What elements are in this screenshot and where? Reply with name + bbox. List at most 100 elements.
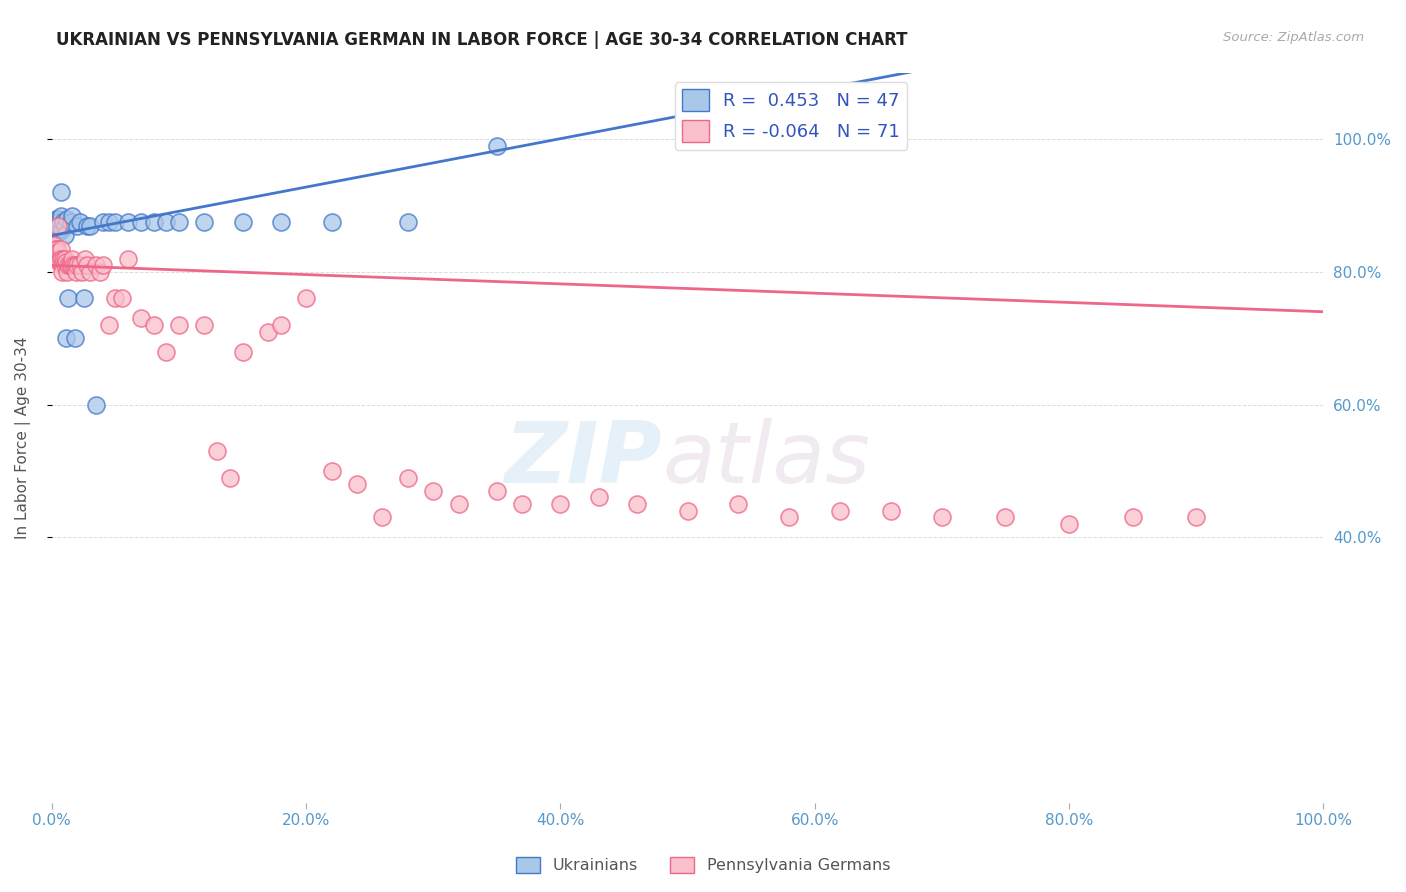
Point: [44, 238, 66, 252]
Point: [53, 252, 76, 266]
Point: [44, 215, 66, 229]
Point: [45, 219, 67, 233]
Point: [63, 331, 86, 345]
Point: [53, 228, 76, 243]
Point: [218, 470, 240, 484]
Point: [371, 510, 394, 524]
Point: [69, 215, 91, 229]
Point: [55, 255, 77, 269]
Point: [778, 510, 800, 524]
Point: [45, 222, 67, 236]
Point: [79, 265, 101, 279]
Point: [46, 219, 69, 233]
Point: [46, 245, 69, 260]
Legend: R =  0.453   N = 47, R = -0.064   N = 71: R = 0.453 N = 47, R = -0.064 N = 71: [675, 82, 907, 150]
Text: ZIP: ZIP: [505, 418, 662, 501]
Point: [45, 225, 67, 239]
Point: [295, 292, 318, 306]
Point: [72, 265, 94, 279]
Point: [270, 215, 292, 229]
Point: [396, 215, 419, 229]
Point: [73, 252, 96, 266]
Text: Source: ZipAtlas.com: Source: ZipAtlas.com: [1223, 31, 1364, 45]
Point: [142, 318, 165, 332]
Point: [56, 265, 79, 279]
Point: [588, 491, 610, 505]
Point: [830, 504, 852, 518]
Point: [167, 318, 190, 332]
Point: [98, 318, 121, 332]
Text: UKRAINIAN VS PENNSYLVANIA GERMAN IN LABOR FORCE | AGE 30-34 CORRELATION CHART: UKRAINIAN VS PENNSYLVANIA GERMAN IN LABO…: [56, 31, 908, 49]
Text: atlas: atlas: [662, 418, 870, 501]
Point: [142, 215, 165, 229]
Point: [91, 215, 114, 229]
Point: [45, 242, 67, 256]
Point: [58, 292, 80, 306]
Legend: Ukrainians, Pennsylvania Germans: Ukrainians, Pennsylvania Germans: [509, 850, 897, 880]
Point: [45, 245, 67, 260]
Point: [98, 215, 121, 229]
Point: [62, 258, 84, 272]
Point: [994, 510, 1017, 524]
Point: [51, 222, 73, 236]
Point: [86, 258, 108, 272]
Point: [53, 258, 76, 272]
Point: [49, 209, 72, 223]
Point: [66, 258, 89, 272]
Point: [51, 258, 73, 272]
Point: [1185, 510, 1208, 524]
Point: [880, 504, 903, 518]
Point: [550, 497, 572, 511]
Point: [727, 497, 749, 511]
Point: [48, 225, 70, 239]
Point: [46, 211, 69, 226]
Point: [193, 215, 215, 229]
Point: [167, 215, 190, 229]
Point: [205, 444, 228, 458]
Point: [59, 258, 82, 272]
Point: [69, 258, 91, 272]
Point: [63, 258, 86, 272]
Point: [45, 215, 67, 229]
Point: [45, 219, 67, 233]
Point: [626, 497, 648, 511]
Point: [111, 292, 134, 306]
Point: [422, 483, 444, 498]
Point: [42, 238, 65, 252]
Point: [346, 477, 368, 491]
Point: [91, 258, 114, 272]
Point: [48, 252, 70, 266]
Point: [1122, 510, 1144, 524]
Point: [60, 252, 83, 266]
Point: [49, 186, 72, 200]
Point: [49, 252, 72, 266]
Point: [76, 258, 98, 272]
Y-axis label: In Labor Force | Age 30-34: In Labor Force | Age 30-34: [15, 336, 31, 539]
Point: [129, 215, 152, 229]
Point: [48, 255, 70, 269]
Point: [53, 219, 76, 233]
Point: [104, 215, 127, 229]
Point: [66, 219, 89, 233]
Point: [232, 215, 254, 229]
Point: [52, 215, 75, 229]
Point: [72, 292, 94, 306]
Point: [58, 258, 80, 272]
Point: [396, 470, 419, 484]
Point: [117, 215, 139, 229]
Point: [321, 215, 343, 229]
Point: [56, 211, 79, 226]
Point: [117, 252, 139, 266]
Point: [76, 219, 98, 233]
Point: [59, 215, 82, 229]
Point: [46, 215, 69, 229]
Point: [321, 464, 343, 478]
Point: [44, 222, 66, 236]
Point: [45, 252, 67, 266]
Point: [104, 292, 127, 306]
Point: [52, 252, 75, 266]
Point: [89, 265, 111, 279]
Point: [232, 344, 254, 359]
Point: [42, 219, 65, 233]
Point: [676, 504, 699, 518]
